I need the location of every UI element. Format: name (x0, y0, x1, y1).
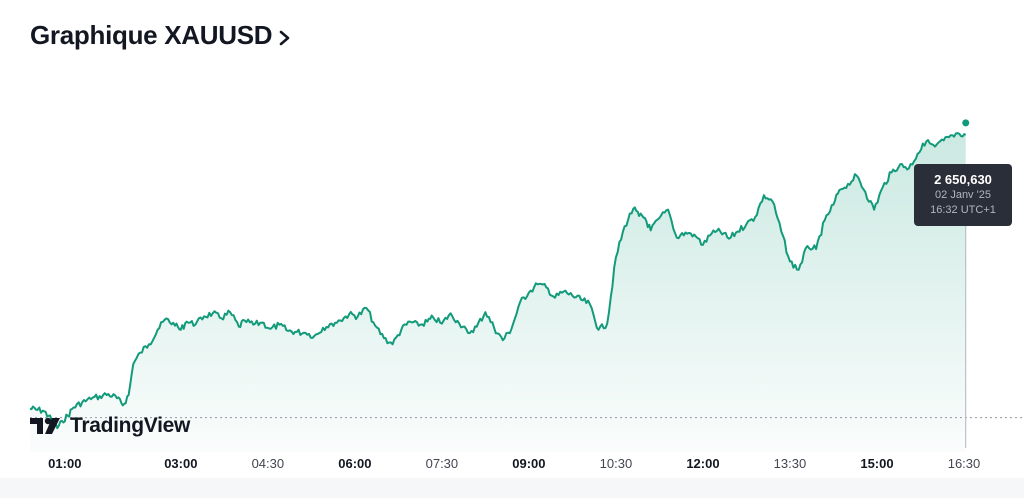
x-tick-label: 13:30 (774, 456, 807, 471)
price-tooltip: 2 650,630 02 Janv '25 16:32 UTC+1 (914, 164, 1012, 226)
x-tick-label: 07:30 (426, 456, 459, 471)
x-tick-label: 12:00 (686, 456, 719, 471)
price-area-fill (30, 133, 966, 452)
x-tick-label: 01:00 (48, 456, 81, 471)
price-series-line (29, 132, 967, 430)
x-tick-label: 09:00 (512, 456, 545, 471)
x-tick-label: 10:30 (600, 456, 633, 471)
tooltip-price: 2 650,630 (934, 172, 992, 187)
x-tick-label: 06:00 (338, 456, 371, 471)
tooltip-date: 02 Janv '25 (935, 189, 991, 201)
x-tick-label: 04:30 (252, 456, 285, 471)
chart-title: Graphique XAUUSD (30, 20, 273, 50)
x-tick-label: 03:00 (164, 456, 197, 471)
bottom-strip (0, 478, 1024, 498)
tooltip-time: 16:32 UTC+1 (930, 204, 996, 216)
x-tick-label: 15:00 (860, 456, 893, 471)
tradingview-logo-text: TradingView (70, 414, 191, 437)
chevron-right-icon (279, 30, 290, 45)
chart-title-link[interactable]: Graphique XAUUSD (30, 20, 292, 51)
tradingview-logo-icon (30, 417, 60, 434)
x-tick-label: 16:30 (948, 456, 981, 471)
last-price-dot (962, 119, 970, 127)
tradingview-logo[interactable]: TradingView (30, 414, 190, 438)
